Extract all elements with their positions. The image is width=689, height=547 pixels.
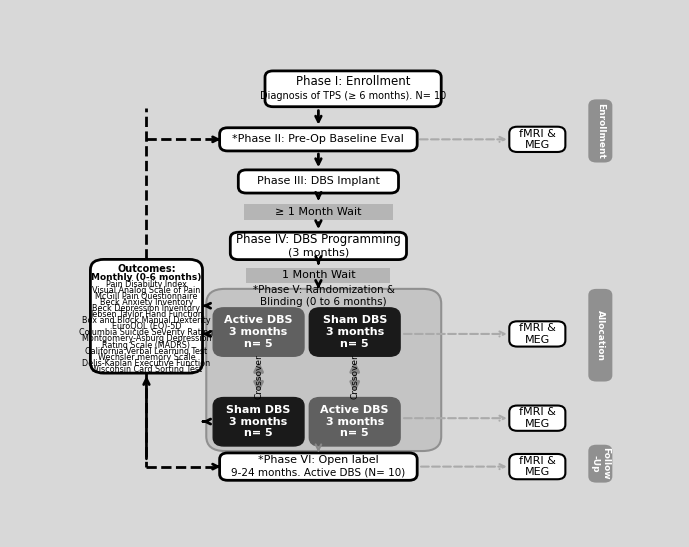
- Text: Monthly (0-6 months): Monthly (0-6 months): [91, 274, 202, 282]
- Text: Diagnosis of TPS (≥ 6 months). N= 10: Diagnosis of TPS (≥ 6 months). N= 10: [260, 91, 446, 101]
- FancyBboxPatch shape: [220, 453, 418, 480]
- Text: Jebsen Taylor Hand Function: Jebsen Taylor Hand Function: [90, 310, 203, 319]
- Bar: [244, 204, 393, 220]
- Text: Sham DBS
3 months
n= 5: Sham DBS 3 months n= 5: [322, 316, 387, 348]
- Text: Enrollment: Enrollment: [596, 103, 605, 159]
- Text: fMRI &
MEG: fMRI & MEG: [519, 129, 556, 150]
- Text: *Phase V: Randomization &
Blinding (0 to 6 months): *Phase V: Randomization & Blinding (0 to…: [253, 285, 395, 307]
- FancyBboxPatch shape: [309, 398, 400, 446]
- Text: Outcomes:: Outcomes:: [117, 264, 176, 274]
- Text: fMRI &
MEG: fMRI & MEG: [519, 408, 556, 429]
- Text: Beck Depression Inventory: Beck Depression Inventory: [92, 304, 200, 313]
- Text: Wechsler memory Scale: Wechsler memory Scale: [98, 353, 195, 362]
- FancyBboxPatch shape: [588, 100, 613, 162]
- Bar: [247, 268, 391, 283]
- Text: Beck Anxiety Inventory: Beck Anxiety Inventory: [100, 298, 193, 307]
- FancyBboxPatch shape: [213, 398, 304, 446]
- FancyBboxPatch shape: [220, 128, 418, 151]
- FancyBboxPatch shape: [213, 308, 304, 356]
- FancyBboxPatch shape: [230, 232, 407, 260]
- Text: Columbia Suicide Severity Rating: Columbia Suicide Severity Rating: [79, 328, 214, 337]
- Text: Active DBS
3 months
n= 5: Active DBS 3 months n= 5: [225, 316, 293, 348]
- Text: Crossover: Crossover: [350, 354, 359, 399]
- Text: Rating Scale (MADRS): Rating Scale (MADRS): [103, 341, 190, 350]
- Text: Follow
-Up: Follow -Up: [590, 447, 610, 480]
- FancyBboxPatch shape: [509, 454, 566, 479]
- Text: ≥ 1 Month Wait: ≥ 1 Month Wait: [275, 207, 362, 217]
- Text: Phase III: DBS Implant: Phase III: DBS Implant: [257, 177, 380, 187]
- Text: Allocation: Allocation: [596, 310, 605, 360]
- Text: Box and Block Manual Dexterity: Box and Block Manual Dexterity: [82, 316, 211, 325]
- Text: fMRI &
MEG: fMRI & MEG: [519, 456, 556, 478]
- Text: Visual Analog Scale of Pain: Visual Analog Scale of Pain: [92, 286, 200, 295]
- Text: Crossover: Crossover: [254, 354, 263, 399]
- FancyBboxPatch shape: [588, 445, 613, 482]
- FancyBboxPatch shape: [588, 289, 613, 382]
- Text: *Phase II: Pre-Op Baseline Eval: *Phase II: Pre-Op Baseline Eval: [232, 135, 404, 144]
- Text: McGill Pain Questionnaire: McGill Pain Questionnaire: [95, 292, 198, 301]
- FancyBboxPatch shape: [206, 289, 441, 451]
- Text: Active DBS
3 months
n= 5: Active DBS 3 months n= 5: [320, 405, 389, 438]
- FancyBboxPatch shape: [309, 308, 400, 356]
- Text: Phase IV: DBS Programming: Phase IV: DBS Programming: [236, 233, 401, 246]
- FancyBboxPatch shape: [265, 71, 441, 107]
- Text: 9-24 months. Active DBS (N= 10): 9-24 months. Active DBS (N= 10): [232, 468, 406, 478]
- FancyBboxPatch shape: [509, 127, 566, 152]
- Text: Wisconsin Card Sorting Test: Wisconsin Card Sorting Test: [91, 365, 202, 374]
- Text: Phase I: Enrollment: Phase I: Enrollment: [296, 75, 411, 88]
- FancyBboxPatch shape: [509, 321, 566, 347]
- Text: Pain Disability Index: Pain Disability Index: [106, 280, 187, 289]
- Text: Montgomery-Asburg Depression: Montgomery-Asburg Depression: [82, 335, 212, 344]
- FancyBboxPatch shape: [90, 259, 203, 373]
- FancyBboxPatch shape: [509, 405, 566, 431]
- Text: EuroQOL (EQ)-5D: EuroQOL (EQ)-5D: [112, 322, 181, 331]
- Text: fMRI &
MEG: fMRI & MEG: [519, 323, 556, 345]
- Text: California Verbal Learning Test: California Verbal Learning Test: [85, 347, 207, 356]
- Text: *Phase VI: Open label: *Phase VI: Open label: [258, 455, 379, 465]
- Text: Delis-Kaplan Executive Function: Delis-Kaplan Executive Function: [83, 359, 211, 368]
- Text: 1 Month Wait: 1 Month Wait: [282, 270, 356, 281]
- FancyBboxPatch shape: [238, 170, 398, 193]
- Text: (3 months): (3 months): [288, 247, 349, 257]
- Text: Sham DBS
3 months
n= 5: Sham DBS 3 months n= 5: [227, 405, 291, 438]
